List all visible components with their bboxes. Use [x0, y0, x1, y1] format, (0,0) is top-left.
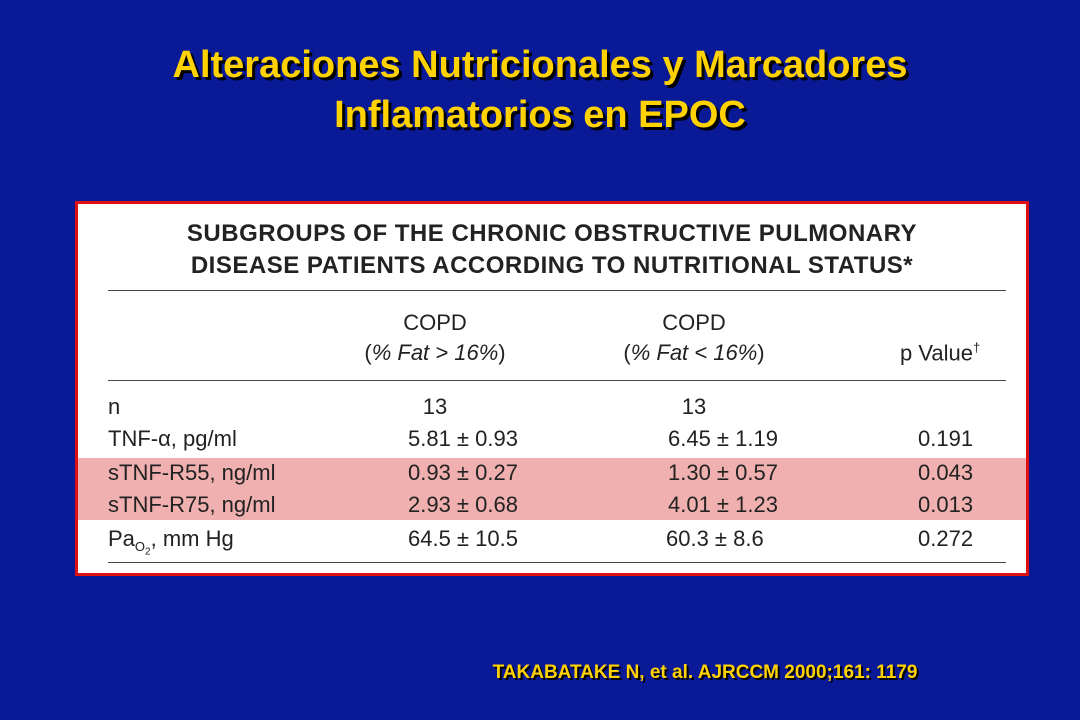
table-row: TNF-α, pg/ml 5.81 ± 0.93 6.45 ± 1.19 0.1… [78, 424, 1026, 454]
cell-p-value: 0.191 [918, 426, 974, 451]
paren-close: ) [757, 340, 765, 365]
citation-text: TAKABATAKE N, et al. AJRCCM 2000;161: 11… [492, 662, 918, 683]
slide-title-line-1: Alteraciones Nutricionales y Marcadores [172, 44, 908, 86]
cell-fat-high: 13 [422, 394, 448, 419]
cell-fat-high: 5.81 ± 0.93 [408, 426, 518, 451]
table-row: sTNF-R75, ng/ml 2.93 ± 0.68 4.01 ± 1.23 … [78, 490, 1026, 520]
column-header-sub: (% Fat < 16%) [570, 338, 818, 368]
table-row: PaO2, mm Hg 64.5 ± 10.5 60.3 ± 8.6 0.272 [78, 524, 1026, 558]
column-header-fat-high: COPD (% Fat > 16%) [310, 308, 560, 368]
cell-fat-low: 13 [681, 394, 707, 419]
table-row: n 13 13 [78, 392, 1026, 422]
paren-open: ( [364, 340, 372, 365]
row-label: PaO2, mm Hg [108, 524, 234, 568]
paren-close: ) [498, 340, 506, 365]
row-label: sTNF-R75, ng/ml [108, 492, 276, 517]
row-label: n [108, 394, 121, 419]
table-title-line-2: DISEASE PATIENTS ACCORDING TO NUTRITIONA… [190, 252, 914, 279]
cell-fat-low: 60.3 ± 8.6 [666, 526, 764, 551]
highlight-band [78, 458, 1026, 520]
column-header-sub-italic: % Fat < 16% [630, 340, 758, 365]
citation: TAKABATAKE N, et al. AJRCCM 2000;161: 11… [0, 662, 1080, 684]
cell-fat-high: 2.93 ± 0.68 [408, 492, 518, 517]
paren-open: ( [623, 340, 631, 365]
p-value-label: p Value [900, 340, 973, 366]
table-title: SUBGROUPS OF THE CHRONIC OBSTRUCTIVE PUL… [78, 218, 1026, 282]
row-label: sTNF-R55, ng/ml [108, 460, 276, 485]
table-header-rule [108, 380, 1006, 381]
row-label: TNF-α, pg/ml [108, 426, 237, 451]
cell-p-value: 0.043 [918, 460, 974, 485]
column-header-fat-low: COPD (% Fat < 16%) [570, 308, 818, 368]
cell-p-value: 0.013 [918, 492, 974, 517]
column-header-sub-italic: % Fat > 16% [371, 340, 499, 365]
cell-fat-low: 1.30 ± 0.57 [668, 460, 778, 485]
column-header-label: COPD [403, 310, 467, 335]
row-label-sub: O [134, 539, 146, 555]
cell-p-value: 0.272 [918, 526, 974, 551]
row-label-subsub: 2 [145, 546, 151, 558]
column-header-p-value: p Value† [900, 340, 980, 366]
table-row: sTNF-R55, ng/ml 0.93 ± 0.27 1.30 ± 0.57 … [78, 458, 1026, 488]
row-label-pre: Pa [108, 526, 135, 551]
column-header-label: COPD [662, 310, 726, 335]
table-bottom-rule [108, 562, 1006, 563]
table-panel: SUBGROUPS OF THE CHRONIC OBSTRUCTIVE PUL… [75, 201, 1029, 576]
cell-fat-high: 0.93 ± 0.27 [408, 460, 518, 485]
dagger-mark: † [972, 340, 981, 355]
cell-fat-low: 4.01 ± 1.23 [668, 492, 778, 517]
table-top-rule [108, 290, 1006, 291]
cell-fat-low: 6.45 ± 1.19 [668, 426, 778, 451]
table-title-line-1: SUBGROUPS OF THE CHRONIC OBSTRUCTIVE PUL… [186, 220, 918, 247]
column-header-sub: (% Fat > 16%) [310, 338, 560, 368]
row-label-post: , mm Hg [150, 526, 234, 551]
slide-title-line-2: Inflamatorios en EPOC [334, 94, 746, 136]
slide-title: Alteraciones Nutricionales y Marcadores … [0, 40, 1080, 140]
cell-fat-high: 64.5 ± 10.5 [408, 526, 518, 551]
